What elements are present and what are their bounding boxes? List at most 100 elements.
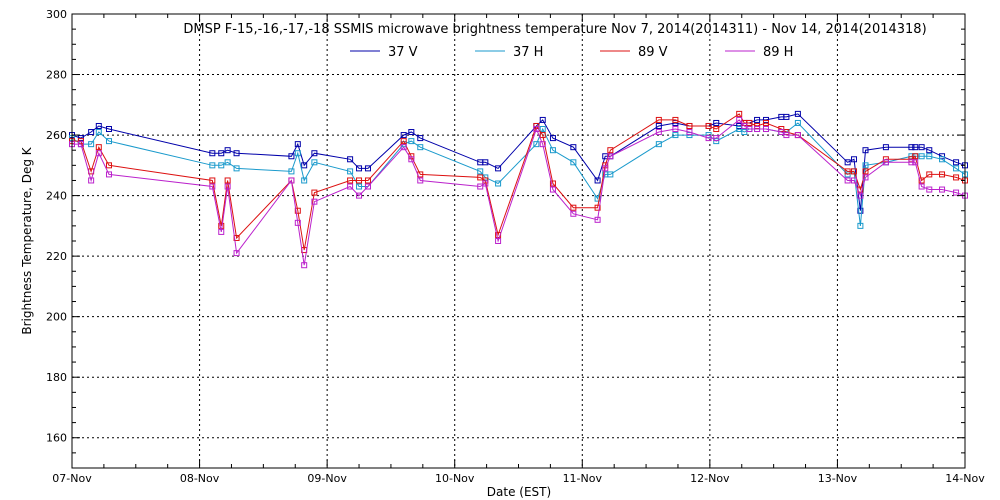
data-point-37-h bbox=[477, 168, 484, 175]
data-point-37-v bbox=[347, 156, 354, 163]
data-point-37-h bbox=[939, 156, 946, 163]
legend-label-89-v: 89 V bbox=[638, 45, 668, 60]
data-point-89-v bbox=[224, 177, 231, 184]
x-tick-label: 07-Nov bbox=[52, 472, 92, 485]
data-point-37-v bbox=[570, 144, 577, 151]
data-point-89-h bbox=[741, 122, 748, 129]
y-tick-label: 240 bbox=[46, 190, 67, 203]
y-tick-label: 300 bbox=[46, 8, 67, 21]
data-point-37-v bbox=[95, 122, 102, 129]
data-point-37-h bbox=[918, 153, 925, 160]
data-point-89-h bbox=[364, 183, 371, 190]
data-point-37-v bbox=[844, 159, 851, 166]
data-point-89-h bbox=[288, 177, 295, 184]
data-point-37-h bbox=[741, 129, 748, 136]
data-point-89-h bbox=[672, 126, 679, 133]
data-point-89-h bbox=[400, 144, 407, 151]
data-point-89-h bbox=[713, 135, 720, 142]
data-point-89-h bbox=[794, 132, 801, 139]
data-point-89-h bbox=[477, 183, 484, 190]
data-point-37-h bbox=[105, 138, 112, 145]
data-point-89-h bbox=[549, 186, 556, 193]
data-point-89-h bbox=[301, 262, 308, 269]
data-point-37-v bbox=[233, 150, 240, 157]
data-point-37-h bbox=[495, 180, 502, 187]
data-point-37-h bbox=[953, 165, 960, 172]
data-point-37-h bbox=[672, 132, 679, 139]
data-point-37-h bbox=[857, 222, 864, 229]
data-point-37-v bbox=[794, 110, 801, 117]
data-point-89-h bbox=[95, 150, 102, 157]
data-point-89-h bbox=[783, 132, 790, 139]
data-point-37-h bbox=[844, 171, 851, 178]
data-point-89-h bbox=[926, 186, 933, 193]
data-point-37-v bbox=[762, 116, 769, 123]
data-point-89-h bbox=[88, 177, 95, 184]
data-point-37-h bbox=[408, 138, 415, 145]
data-point-89-v bbox=[549, 180, 556, 187]
data-point-89-h bbox=[602, 165, 609, 172]
data-point-37-v bbox=[408, 129, 415, 136]
x-tick-label: 10-Nov bbox=[435, 472, 475, 485]
legend-label-37-h: 37 H bbox=[513, 45, 543, 60]
data-point-37-h bbox=[713, 138, 720, 145]
data-point-89-h bbox=[594, 216, 601, 223]
data-point-89-h bbox=[754, 126, 761, 133]
data-point-89-h bbox=[705, 135, 712, 142]
data-point-89-v bbox=[953, 174, 960, 181]
data-point-89-v bbox=[844, 168, 851, 175]
data-point-37-h bbox=[533, 141, 540, 148]
data-point-89-v bbox=[939, 171, 946, 178]
data-point-89-h bbox=[209, 183, 216, 190]
data-point-37-v bbox=[224, 147, 231, 154]
y-tick-label: 260 bbox=[46, 129, 67, 142]
data-point-89-h bbox=[912, 159, 919, 166]
data-point-37-v bbox=[918, 144, 925, 151]
data-point-37-h bbox=[294, 150, 301, 157]
data-point-37-h bbox=[686, 132, 693, 139]
data-point-89-v bbox=[655, 116, 662, 123]
data-point-89-v bbox=[209, 177, 216, 184]
data-point-89-h bbox=[762, 126, 769, 133]
legend: 37 V 37 H 89 V 89 H bbox=[350, 45, 793, 60]
data-point-37-h bbox=[218, 162, 225, 169]
data-point-89-h bbox=[570, 210, 577, 217]
data-point-37-h bbox=[539, 126, 546, 133]
data-point-37-v bbox=[301, 162, 308, 169]
data-point-89-h bbox=[857, 192, 864, 199]
data-point-37-v bbox=[912, 144, 919, 151]
data-point-89-v bbox=[311, 189, 318, 196]
data-point-89-v bbox=[607, 147, 614, 154]
data-point-89-v bbox=[218, 222, 225, 229]
data-point-89-v bbox=[477, 174, 484, 181]
data-point-89-v bbox=[762, 119, 769, 126]
data-point-89-v bbox=[594, 204, 601, 211]
data-point-37-h bbox=[417, 144, 424, 151]
x-tick-label: 14-Nov bbox=[945, 472, 985, 485]
data-point-89-v bbox=[347, 177, 354, 184]
data-point-89-v bbox=[686, 122, 693, 129]
data-point-89-v bbox=[912, 153, 919, 160]
data-point-89-h bbox=[882, 159, 889, 166]
data-point-37-v bbox=[400, 132, 407, 139]
y-tick-label: 220 bbox=[46, 250, 67, 263]
x-tick-label: 09-Nov bbox=[307, 472, 347, 485]
data-point-37-v bbox=[953, 159, 960, 166]
data-point-89-v bbox=[882, 156, 889, 163]
data-point-37-v bbox=[926, 147, 933, 154]
data-point-89-h bbox=[105, 171, 112, 178]
data-point-37-h bbox=[926, 153, 933, 160]
data-point-37-v bbox=[939, 153, 946, 160]
data-point-89-v bbox=[918, 177, 925, 184]
data-point-37-v bbox=[495, 165, 502, 172]
data-point-89-v bbox=[356, 177, 363, 184]
data-point-37-v bbox=[77, 135, 84, 142]
data-point-89-v bbox=[672, 116, 679, 123]
data-point-37-v bbox=[713, 119, 720, 126]
x-tick-label: 08-Nov bbox=[180, 472, 220, 485]
x-tick-label: 12-Nov bbox=[690, 472, 730, 485]
data-point-89-h bbox=[294, 219, 301, 226]
x-axis-label: Date (EST) bbox=[487, 485, 551, 499]
